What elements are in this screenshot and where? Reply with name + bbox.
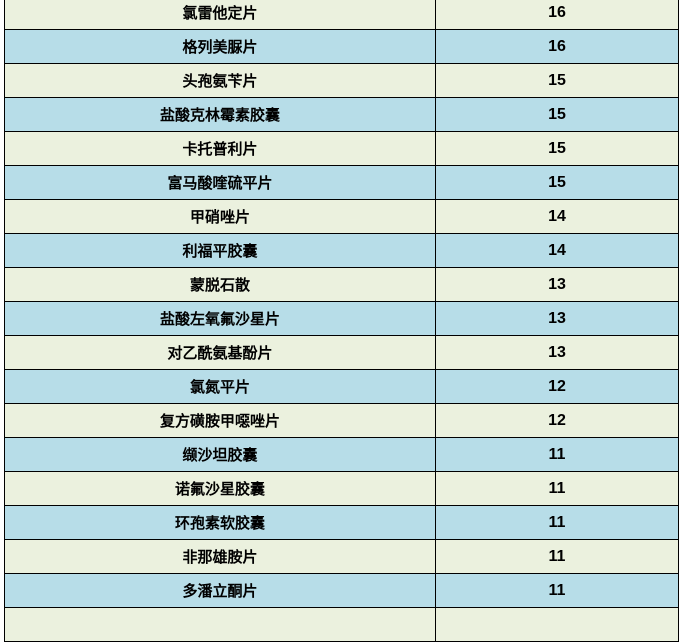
count-cell: 12 <box>435 403 679 438</box>
table-row: 多潘立酮片 11 <box>4 573 679 608</box>
table-row: 环孢素软胶囊 11 <box>4 505 679 540</box>
table-row: 头孢氨苄片 15 <box>4 63 679 98</box>
count-cell: 15 <box>435 63 679 98</box>
drug-name-cell: 格列美脲片 <box>4 29 436 64</box>
count-cell: 13 <box>435 267 679 302</box>
drug-name-cell: 头孢氨苄片 <box>4 63 436 98</box>
count-cell: 15 <box>435 97 679 132</box>
table-row: 氯氮平片 12 <box>4 369 679 404</box>
drug-name-cell: 蒙脱石散 <box>4 267 436 302</box>
drug-name-cell: 氯雷他定片 <box>4 0 436 30</box>
count-cell: 15 <box>435 131 679 166</box>
table-row: 格列美脲片 16 <box>4 29 679 64</box>
drug-name-cell: 氯氮平片 <box>4 369 436 404</box>
count-cell: 12 <box>435 369 679 404</box>
count-cell: 13 <box>435 301 679 336</box>
table-row: 缬沙坦胶囊 11 <box>4 437 679 472</box>
table-body: 氯雷他定片 16 格列美脲片 16 头孢氨苄片 15 盐酸克林霉素胶囊 15 卡托普利片 15 富马… <box>4 0 679 642</box>
drug-name-cell: 对乙酰氨基酚片 <box>4 335 436 370</box>
drug-name-cell: 环孢素软胶囊 <box>4 505 436 540</box>
table-row: 盐酸克林霉素胶囊 15 <box>4 97 679 132</box>
table-row: 诺氟沙星胶囊 11 <box>4 471 679 506</box>
drug-count-table: 氯雷他定片 16 格列美脲片 16 头孢氨苄片 15 盐酸克林霉素胶囊 15 卡托普利片 15 富马… <box>4 0 679 642</box>
count-cell: 16 <box>435 29 679 64</box>
drug-name-cell: 利福平胶囊 <box>4 233 436 268</box>
drug-name-cell <box>4 607 436 642</box>
count-cell: 15 <box>435 165 679 200</box>
table-row: 非那雄胺片 11 <box>4 539 679 574</box>
table-row: 利福平胶囊 14 <box>4 233 679 268</box>
table-row: 氯雷他定片 16 <box>4 0 679 30</box>
table-row: 富马酸喹硫平片 15 <box>4 165 679 200</box>
count-cell: 11 <box>435 437 679 472</box>
drug-name-cell: 诺氟沙星胶囊 <box>4 471 436 506</box>
drug-name-cell: 盐酸克林霉素胶囊 <box>4 97 436 132</box>
drug-name-cell: 富马酸喹硫平片 <box>4 165 436 200</box>
table-row: 卡托普利片 15 <box>4 131 679 166</box>
drug-name-cell: 缬沙坦胶囊 <box>4 437 436 472</box>
table-row: 蒙脱石散 13 <box>4 267 679 302</box>
drug-name-cell: 盐酸左氧氟沙星片 <box>4 301 436 336</box>
count-cell: 14 <box>435 199 679 234</box>
drug-name-cell: 复方磺胺甲噁唑片 <box>4 403 436 438</box>
count-cell: 14 <box>435 233 679 268</box>
table-row: 盐酸左氧氟沙星片 13 <box>4 301 679 336</box>
count-cell: 13 <box>435 335 679 370</box>
count-cell: 11 <box>435 471 679 506</box>
drug-name-cell: 多潘立酮片 <box>4 573 436 608</box>
table-row: 对乙酰氨基酚片 13 <box>4 335 679 370</box>
count-cell: 16 <box>435 0 679 30</box>
table-row-partial <box>4 607 679 642</box>
count-cell: 11 <box>435 539 679 574</box>
drug-name-cell: 非那雄胺片 <box>4 539 436 574</box>
count-cell: 11 <box>435 505 679 540</box>
table-row: 甲硝唑片 14 <box>4 199 679 234</box>
count-cell: 11 <box>435 573 679 608</box>
drug-name-cell: 卡托普利片 <box>4 131 436 166</box>
count-cell <box>435 607 679 642</box>
drug-name-cell: 甲硝唑片 <box>4 199 436 234</box>
table-row: 复方磺胺甲噁唑片 12 <box>4 403 679 438</box>
